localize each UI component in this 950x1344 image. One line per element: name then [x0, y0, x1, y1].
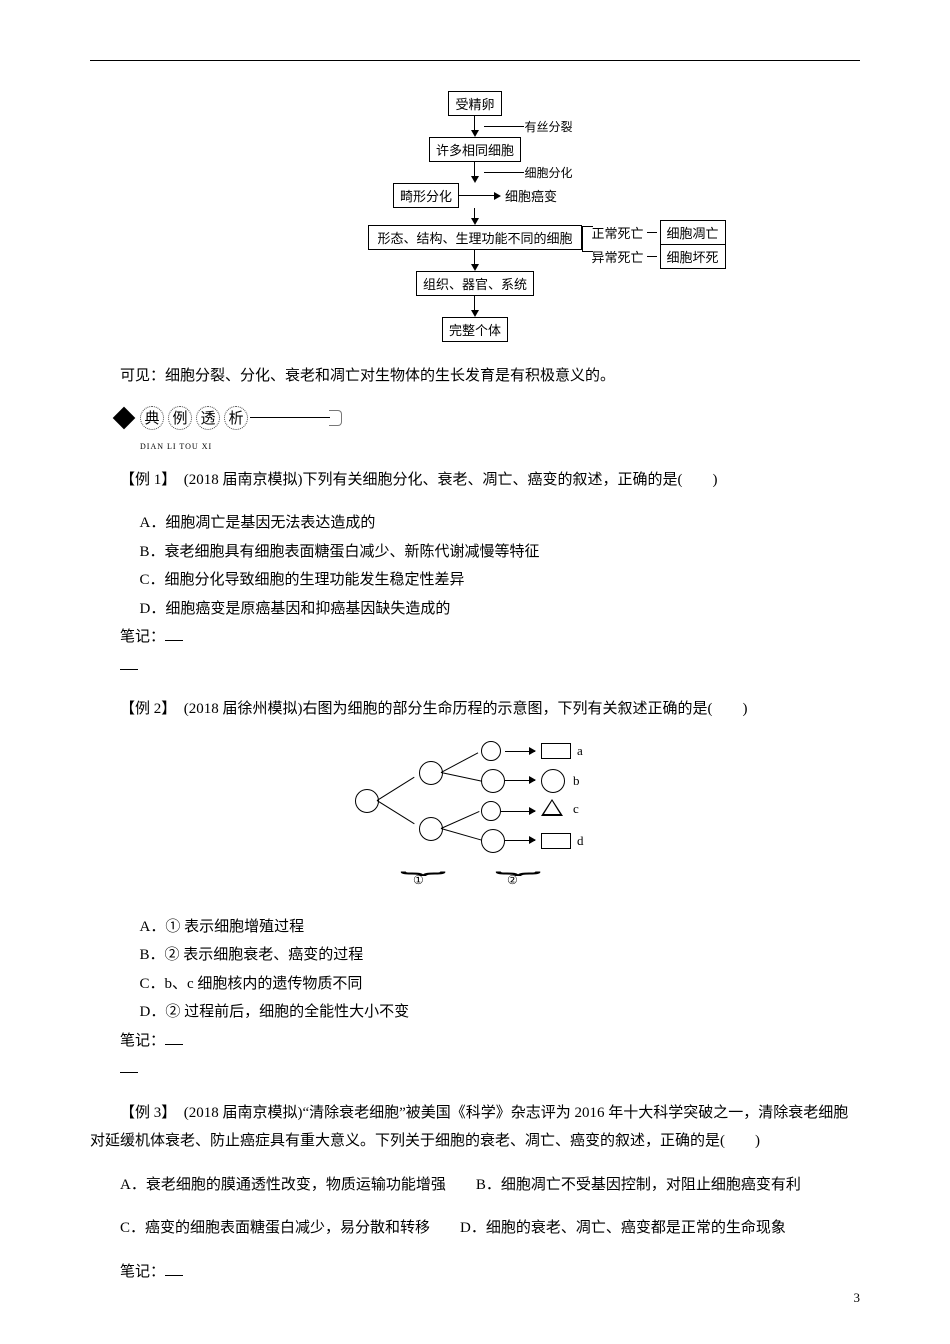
ex2-notes: 笔记：	[90, 1027, 860, 1056]
ex3-opts-row1: A．衰老细胞的膜通透性改变，物质运输功能增强 B．细胞凋亡不受基因控制，对阻止细…	[90, 1171, 860, 1200]
fc-side-diff: 细胞分化	[524, 164, 572, 181]
top-rule	[90, 60, 860, 61]
fc-apoptosis: 细胞凋亡	[660, 220, 726, 245]
d2-num-1: ①	[413, 873, 424, 888]
ex1-notes: 笔记：	[90, 623, 860, 652]
fc-box-6: 完整个体	[442, 317, 508, 342]
fc-box-1: 受精卵	[448, 91, 501, 116]
ex2-opt-d: D．② 过程前后，细胞的全能性大小不变	[140, 998, 861, 1027]
ex2-opt-a: A．① 表示细胞增殖过程	[140, 913, 861, 942]
ex2-notes-line2	[90, 1055, 860, 1084]
fc-box-2: 许多相同细胞	[429, 137, 521, 162]
diamond-icon	[113, 406, 136, 429]
badge-char-1: 典	[140, 406, 164, 430]
ex2-stem: 【例 2】 (2018 届徐州模拟)右图为细胞的部分生命历程的示意图，下列有关叙…	[90, 695, 860, 724]
fc-box-5: 组织、器官、系统	[416, 271, 534, 296]
badge-char-3: 透	[196, 406, 220, 430]
fc-abnormal-death: 异常死亡	[592, 247, 644, 266]
ex2-opt-b: B．② 表示细胞衰老、癌变的过程	[140, 941, 861, 970]
ex2-options: A．① 表示细胞增殖过程 B．② 表示细胞衰老、癌变的过程 C．b、c 细胞核内…	[140, 913, 861, 1027]
fc-side-mitosis: 有丝分裂	[524, 118, 572, 135]
ex3-stem: 【例 3】 (2018 届南京模拟)“清除衰老细胞”被美国《科学》杂志评为 20…	[90, 1099, 860, 1156]
ex1-opt-b: B．衰老细胞具有细胞表面糖蛋白减少、新陈代谢减慢等特征	[140, 538, 861, 567]
badge-pinyin: DIAN LI TOU XI	[140, 442, 860, 451]
ex1-stem: 【例 1】 (2018 届南京模拟)下列有关细胞分化、衰老、凋亡、癌变的叙述，正…	[90, 466, 860, 495]
fc-side-cancer: 细胞癌变	[505, 186, 557, 205]
ex2-opt-c: C．b、c 细胞核内的遗传物质不同	[140, 970, 861, 999]
d2-label-c: c	[573, 801, 579, 817]
ex3-opts-row2: C．癌变的细胞表面糖蛋白减少，易分散和转移 D．细胞的衰老、凋亡、癌变都是正常的…	[90, 1214, 860, 1243]
d2-label-d: d	[577, 833, 584, 849]
section-badge: 典 例 透 析 DIAN LI TOU XI	[90, 406, 860, 451]
ex1-opt-d: D．细胞癌变是原癌基因和抑癌基因缺失造成的	[140, 595, 861, 624]
flowchart: 受精卵 有丝分裂 许多相同细胞 细胞分化	[90, 91, 860, 342]
ex3-notes: 笔记：	[90, 1258, 860, 1287]
ex1-notes-line2	[90, 652, 860, 681]
ex2-diagram: a b c d ⏟ ⏟ ① ②	[90, 739, 860, 899]
ex1-opt-c: C．细胞分化导致细胞的生理功能发生稳定性差异	[140, 566, 861, 595]
fc-normal-death: 正常死亡	[592, 223, 644, 242]
d2-label-b: b	[573, 773, 580, 789]
page-number: 3	[854, 1290, 861, 1306]
fc-box-4: 形态、结构、生理功能不同的细胞	[368, 225, 581, 250]
flow-summary: 可见：细胞分裂、分化、衰老和凋亡对生物体的生长发育是有积极意义的。	[90, 362, 860, 391]
d2-label-a: a	[577, 743, 583, 759]
ex1-opt-a: A．细胞凋亡是基因无法表达造成的	[140, 509, 861, 538]
badge-char-2: 例	[168, 406, 192, 430]
fc-box-3: 畸形分化	[393, 183, 459, 208]
ex1-options: A．细胞凋亡是基因无法表达造成的 B．衰老细胞具有细胞表面糖蛋白减少、新陈代谢减…	[140, 509, 861, 623]
fc-necrosis: 细胞坏死	[660, 244, 726, 269]
page: 受精卵 有丝分裂 许多相同细胞 细胞分化	[0, 0, 950, 1326]
d2-num-2: ②	[507, 873, 518, 888]
badge-char-4: 析	[224, 406, 248, 430]
